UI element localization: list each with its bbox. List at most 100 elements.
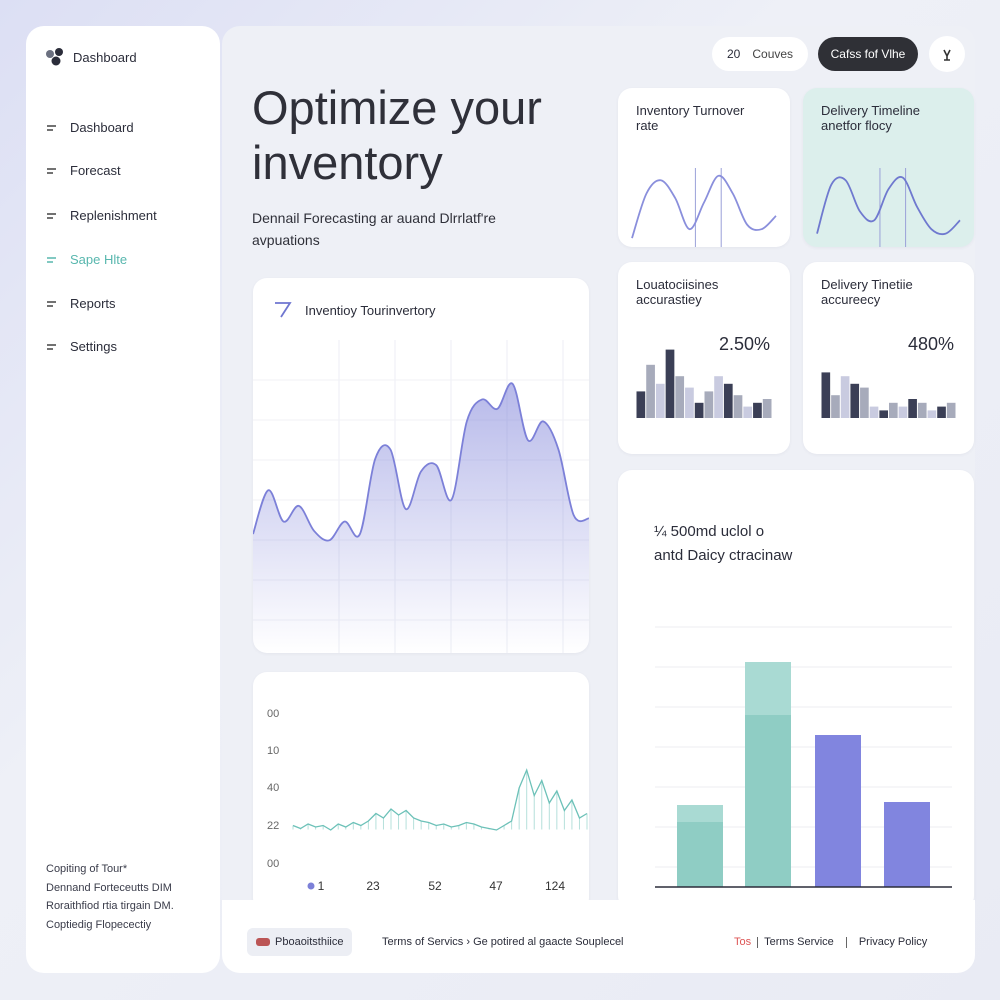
mini-bar — [869, 406, 879, 418]
y-tick-label: 00 — [267, 708, 279, 720]
filter-pill[interactable]: 20 Couves — [712, 37, 808, 71]
chart-icon — [275, 302, 292, 318]
y-tick-label: 40 — [267, 782, 279, 794]
card-value: 480% — [907, 334, 954, 354]
action-button[interactable]: Cafss fof Vlhe — [818, 37, 918, 71]
mini-bar — [860, 387, 869, 418]
bar-chart-title-line: ¼ 500md uclol o — [654, 523, 765, 540]
nav-icon-shape — [47, 212, 56, 219]
nav-icon — [47, 256, 56, 263]
nav-item[interactable]: Sape Hlte — [46, 252, 127, 267]
nav-icon-shape — [47, 300, 56, 307]
bar-chart-title: ¼ 500md uclol o antd Daicy ctracinaw — [654, 520, 792, 568]
nav-label: Sape Hlte — [70, 252, 128, 267]
bar — [677, 822, 723, 887]
area-line — [253, 382, 589, 542]
nav-icon-shape — [47, 167, 56, 174]
nav-item[interactable]: Replenishment — [46, 208, 157, 223]
nav-icon — [47, 300, 56, 307]
footer-badge: Pboaoitsthiice — [247, 928, 352, 956]
mini-bar — [714, 376, 723, 418]
badge-text: Pboaoitsthiice — [275, 936, 344, 948]
x-tick-label: 52 — [428, 879, 442, 893]
bar — [815, 735, 861, 887]
y-tick-label: 00 — [267, 858, 279, 870]
mini-line — [816, 176, 961, 236]
mini-bar — [665, 349, 675, 418]
mini-line-chart — [816, 168, 961, 247]
mini-bar — [685, 387, 694, 418]
badge-icon — [256, 938, 270, 946]
hero-subtitle: Dennail Forecasting ar auand Dlrrlatf're… — [252, 210, 496, 248]
mini-bar-chart — [821, 372, 956, 418]
filter-label: Couves — [752, 47, 794, 61]
nav-label: Replenishment — [70, 208, 157, 223]
brand-name: Dashboard — [73, 50, 137, 65]
footer-right: Tos Terms Service Privacy Policy — [734, 936, 927, 948]
metric-card: Inventory Turnover rate — [618, 88, 790, 247]
area-chart-title: Inventioy Tourinvertory — [305, 303, 436, 318]
separator — [845, 936, 847, 948]
nav-label: Settings — [70, 339, 117, 354]
mini-bar — [840, 376, 850, 418]
nav-icon-shape — [47, 343, 56, 350]
mini-line — [631, 174, 777, 239]
nav-item[interactable]: Settings — [46, 339, 117, 354]
card-title: Inventory Turnover rate — [636, 103, 745, 133]
footer-line: Coptiedig Flopecectiy — [46, 918, 152, 931]
nav-item[interactable]: Dashboard — [46, 120, 134, 135]
bar-chart-card: ¼ 500md uclol o antd Daicy ctracinaw — [618, 470, 974, 910]
mini-bar — [743, 406, 753, 418]
mini-bar — [850, 383, 860, 418]
separator — [757, 936, 759, 948]
mini-bar — [937, 406, 946, 418]
x-tick-label: 124 — [545, 879, 565, 893]
mini-bar — [636, 391, 646, 418]
nav-item[interactable]: Reports — [46, 296, 116, 311]
mini-bar — [694, 402, 704, 418]
nav-label: Forecast — [70, 163, 121, 178]
footer-line: Copiting of Tour* — [46, 863, 128, 875]
area-chart-card: Inventioy Tourinvertory — [253, 278, 589, 653]
mini-bar — [908, 399, 917, 418]
mini-bar — [879, 410, 888, 418]
nav-icon — [47, 212, 56, 219]
nav-icon-shape — [47, 124, 56, 131]
terms-link[interactable]: Terms Service — [764, 936, 834, 948]
mini-bar — [821, 372, 831, 418]
bar — [745, 715, 791, 887]
bar-cap — [745, 662, 791, 715]
mini-bar — [723, 383, 733, 418]
nav-icon — [47, 343, 56, 350]
mini-bar — [655, 383, 665, 418]
line — [292, 768, 588, 831]
sidebar: Dashboard Copiting of Tour* Dennand Forte… — [26, 26, 220, 973]
y-tick-label: 22 — [267, 820, 279, 832]
footer-links[interactable]: Terms of Servics › Ge potired al gaacte … — [382, 936, 624, 948]
legend-dot — [307, 882, 315, 890]
privacy-link[interactable]: Privacy Policy — [858, 936, 928, 948]
mini-line-chart — [631, 168, 777, 247]
mini-bar — [762, 399, 772, 418]
mini-bar — [753, 402, 762, 418]
metric-card: Delivery Timeline anetfor flocy — [803, 88, 974, 247]
mini-bar — [704, 391, 714, 418]
bar-chart-title-line: antd Daicy ctracinaw — [654, 547, 793, 564]
mini-bar — [831, 395, 840, 418]
nav-label: Dashboard — [70, 120, 134, 135]
filter-count: 20 — [727, 47, 741, 61]
mini-bar — [898, 406, 908, 418]
nav-item[interactable]: Forecast — [46, 163, 121, 178]
card-title: Delivery Timeline anetfor flocy — [821, 103, 920, 133]
mic-button[interactable] — [928, 35, 966, 73]
area-fill — [253, 383, 589, 653]
line-chart: 00 10 40 22 00 1 23 52 47 124 — [267, 708, 588, 893]
nav-icon — [47, 167, 56, 174]
bar — [884, 802, 930, 887]
x-tick-label: 47 — [489, 879, 503, 893]
area-chart — [253, 340, 589, 653]
footer: Pboaoitsthiice Terms of Servics › Ge pot… — [222, 900, 975, 973]
mini-bar — [889, 402, 898, 418]
nav-icon-shape — [47, 256, 56, 263]
